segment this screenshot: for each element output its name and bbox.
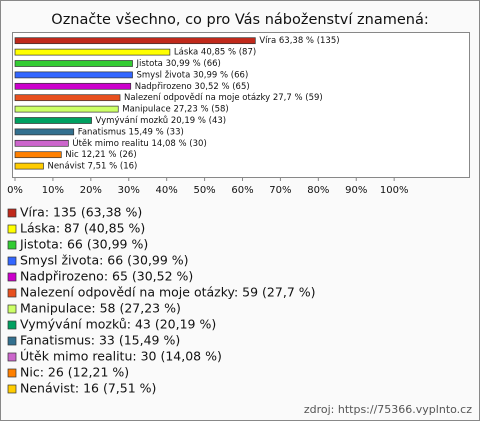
bar [14,37,256,45]
bar [14,128,75,136]
bar-label: Fanatismus 15,49 % (33) [78,127,184,137]
legend-label: Smysl života: 66 (30,99 %) [20,253,189,268]
legend-label: Nic: 26 (12,21 %) [20,365,129,380]
bar [14,60,133,67]
bar-label: Nalezení odpovědí na moje otázky 27,7 % … [124,93,323,103]
x-tick-label: 30% [118,185,140,196]
x-tick-label: 60% [231,185,253,196]
legend-swatch [7,272,17,282]
legend-swatch [7,368,17,378]
bar [14,82,132,90]
legend-swatch [7,352,17,362]
bar [14,71,133,79]
legend-label: Manipulace: 58 (27,23 %) [20,301,181,316]
legend-swatch [7,256,17,266]
x-tick-label: 100% [380,185,409,196]
bar-label: Láska 40,85 % (87) [174,48,256,58]
legend-swatch [7,320,17,330]
legend-swatch [7,208,17,218]
chart-title: Označte všechno, co pro Vás náboženství … [51,12,428,28]
x-tick-label: 40% [156,185,178,196]
legend-label: Nenávist: 16 (7,51 %) [20,381,156,396]
legend-swatch [7,240,17,250]
bar-label: Víra 63,38 % (135) [259,36,339,46]
x-tick-label: 10% [42,185,64,196]
bar-label: Nenávist 7,51 % (16) [47,162,137,172]
bar-label: Útěk mimo realitu 14,08 % (30) [72,137,206,149]
legend-label: Útěk mimo realitu: 30 (14,08 %) [20,349,222,364]
x-tick-label: 80% [307,185,329,196]
bar-label: Nic 12,21 % (26) [65,150,136,160]
legend-swatch [7,224,17,234]
legend-label: Nalezení odpovědí na moje otázky: 59 (27… [20,285,316,300]
bar-label: Jistota 30,99 % (66) [136,59,221,69]
legend-swatch [7,304,17,314]
plot-area [12,32,470,178]
x-tick-label: 70% [269,185,291,196]
bar-label: Vymývání mozků 20,19 % (43) [96,115,227,126]
bar-label: Manipulace 27,23 % (58) [122,105,229,115]
legend-swatch [7,288,17,298]
bar [14,48,171,56]
bar [14,94,121,102]
legend-label: Vymývání mozků: 43 (20,19 %) [20,317,216,332]
legend-swatch [7,336,17,346]
legend-label: Víra: 135 (63,38 %) [20,205,142,220]
bar [14,117,92,124]
legend-label: Jistota: 66 (30,99 %) [19,237,148,252]
x-tick-label: 50% [193,185,215,196]
bar-label: Smysl života 30,99 % (66) [137,70,249,80]
source: zdroj: https://75366.vyplnto.cz [304,403,472,416]
x-tick-label: 90% [345,185,367,196]
bar [14,162,44,170]
x-tick-label: 0% [7,185,23,196]
legend-label: Nadpřirozeno: 65 (30,52 %) [20,269,193,284]
bar [14,105,119,113]
bar [14,139,69,147]
legend-swatch [7,384,17,394]
x-tick-label: 20% [80,185,102,196]
legend-label: Láska: 87 (40,85 %) [20,221,145,236]
bar-label: Nadpřirozeno 30,52 % (65) [135,82,250,92]
legend-label: Fanatismus: 33 (15,49 %) [20,333,180,348]
bar [14,151,62,159]
